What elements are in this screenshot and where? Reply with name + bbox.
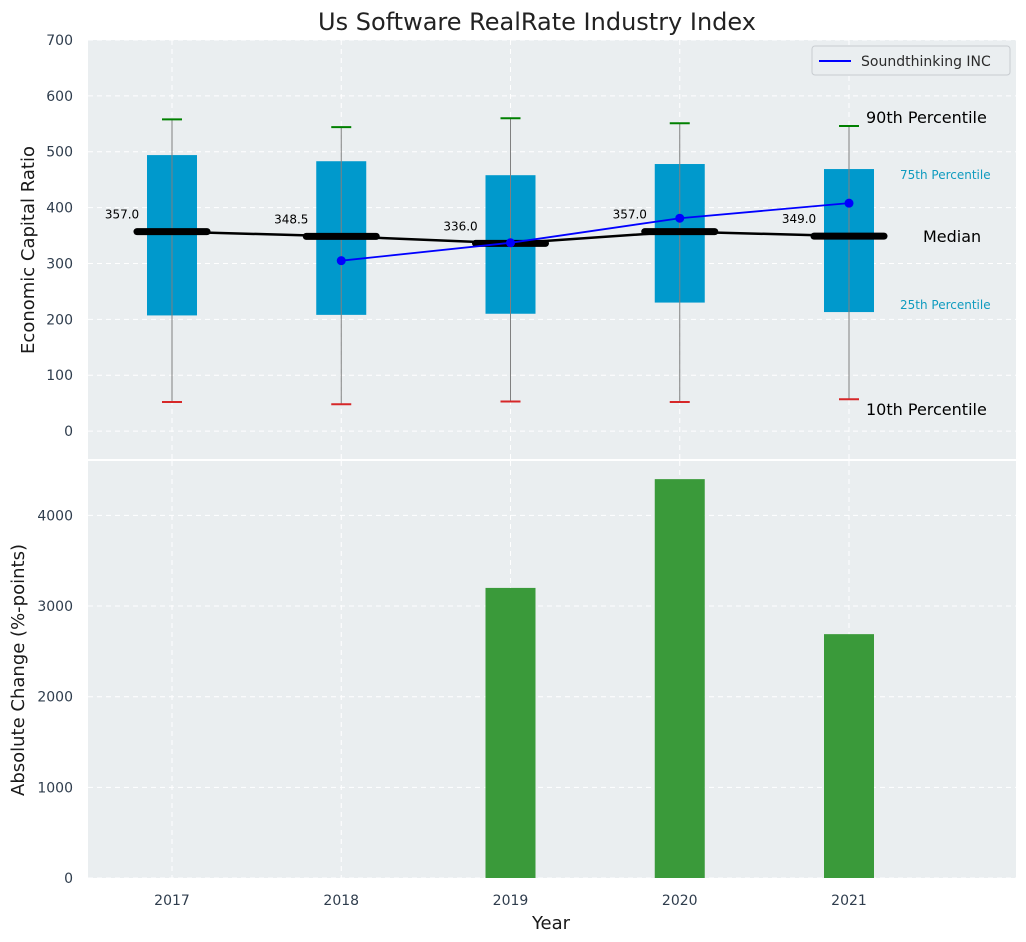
bottom-panel: 0 1000 2000 3000 4000 2017 2018 2019 2020 2021 (37, 459, 1016, 909)
change-bar (654, 479, 705, 878)
annotation-median: Median (923, 227, 981, 246)
bottom-y-tick-label: 1000 (37, 780, 73, 796)
median-value-label: 357.0 (105, 208, 139, 222)
chart-title: Us Software RealRate Industry Index (318, 8, 756, 36)
top-y-tick-label: 200 (46, 312, 73, 328)
legend-box (811, 45, 1011, 76)
annotation-25th: 25th Percentile (900, 298, 991, 312)
x-tick-label: 2021 (831, 893, 867, 909)
median-value-label: 336.0 (443, 219, 477, 233)
company-series-point (675, 213, 685, 223)
annotation-75th: 75th Percentile (900, 168, 991, 182)
percentile-annotations: 90th Percentile 75th Percentile Median 2… (866, 108, 991, 419)
bottom-y-tick-label: 0 (64, 871, 73, 887)
top-y-tick-label: 0 (64, 424, 73, 440)
x-tick-label: 2020 (662, 893, 698, 909)
x-tick-label: 2017 (154, 893, 190, 909)
company-series-point (336, 256, 346, 266)
bottom-y-tick-label: 2000 (37, 690, 73, 706)
bottom-y-axis-label: Absolute Change (%-points) (8, 544, 29, 796)
annotation-10th: 10th Percentile (866, 400, 987, 419)
bottom-y-tick-label: 3000 (37, 599, 73, 615)
company-series-point (844, 198, 854, 208)
bottom-y-tick-label: 4000 (37, 508, 73, 524)
median-value-label: 349.0 (782, 212, 816, 226)
legend-label-soundthinking: Soundthinking INC (861, 54, 991, 70)
x-tick-label: 2018 (323, 893, 359, 909)
top-y-tick-label: 600 (46, 89, 73, 105)
top-y-tick-label: 500 (46, 145, 73, 161)
top-panel: 0 100 200 300 400 500 600 700 357.0 348.5 336.0 357… (46, 33, 1016, 459)
median-value-label: 348.5 (274, 212, 308, 226)
x-axis-label: Year (531, 913, 571, 934)
bottom-plot-background (88, 461, 1016, 878)
annotation-90th: 90th Percentile (866, 108, 987, 127)
top-y-tick-label: 100 (46, 368, 73, 384)
top-plot-background (88, 40, 1016, 459)
legend: Soundthinking INC (811, 45, 1011, 76)
median-value-label: 357.0 (613, 208, 647, 222)
company-series-line (341, 202, 850, 262)
top-y-tick-label: 300 (46, 256, 73, 272)
top-y-tick-label: 700 (46, 33, 73, 49)
company-series-point (506, 238, 515, 248)
change-bar (485, 587, 536, 878)
top-y-axis-label: Economic Capital Ratio (18, 146, 39, 354)
x-tick-label: 2019 (493, 893, 529, 909)
top-y-tick-label: 400 (46, 201, 73, 217)
change-bar (824, 634, 874, 878)
